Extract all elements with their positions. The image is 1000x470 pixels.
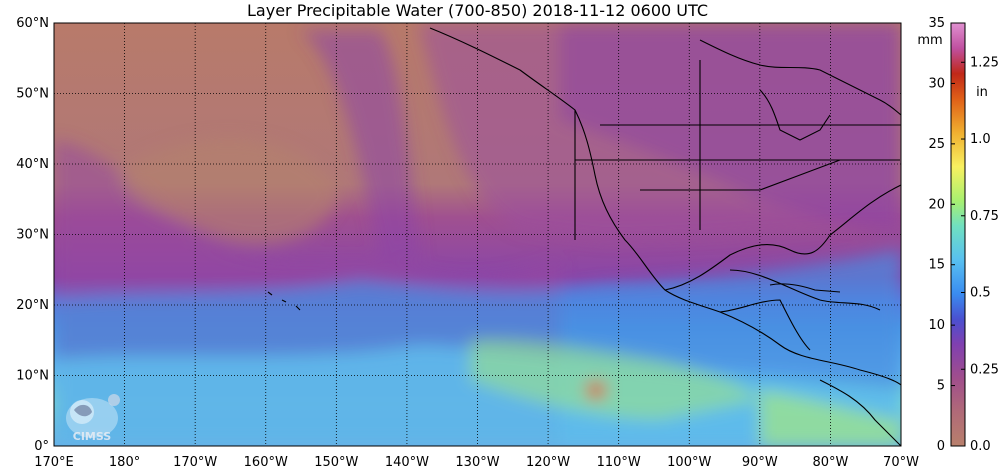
latitude-tick-label: 30°N bbox=[16, 228, 49, 243]
colorbar-inch-tick-label: 0.25 bbox=[970, 362, 999, 377]
longitude-tick-label: 170°W bbox=[173, 455, 217, 470]
longitude-tick-label: 170°E bbox=[34, 455, 74, 470]
latitude-tick-labels: 0° 10°N 20°N 30°N 40°N 50°N 60°N bbox=[16, 16, 49, 454]
colorbar-inch-unit: in bbox=[976, 85, 988, 100]
latitude-tick-label: 0° bbox=[34, 439, 49, 454]
colorbar-mm-tick-label: 35 bbox=[928, 16, 945, 31]
map-title: Layer Precipitable Water (700-850) 2018-… bbox=[247, 1, 708, 20]
colorbar-mm-tick-label: 25 bbox=[928, 137, 945, 152]
latitude-tick-label: 40°N bbox=[16, 157, 49, 172]
colorbar-mm-tick-label: 0 bbox=[937, 439, 945, 454]
longitude-tick-labels: 170°E 180° 170°W 160°W 150°W 140°W 130°W 120°W 1… bbox=[34, 455, 919, 470]
longitude-tick-label: 130°W bbox=[455, 455, 499, 470]
latitude-tick-label: 50°N bbox=[16, 87, 49, 102]
colorbar-mm-ticks: 0 5 10 15 20 25 30 35 bbox=[928, 16, 955, 454]
cimss-satellite-logo-icon: CIMSS bbox=[66, 394, 120, 443]
colorbar-mm-tick-label: 30 bbox=[928, 76, 945, 91]
colorbar-inch-tick-label: 0.5 bbox=[970, 286, 991, 301]
longitude-tick-label: 80°W bbox=[812, 455, 848, 470]
longitude-tick-label: 100°W bbox=[667, 455, 711, 470]
latitude-tick-label: 10°N bbox=[16, 369, 49, 384]
longitude-tick-label: 180° bbox=[109, 455, 140, 470]
latitude-tick-label: 20°N bbox=[16, 298, 49, 313]
colorbar-inch-tick-label: 1.25 bbox=[970, 55, 999, 70]
longitude-tick-label: 110°W bbox=[597, 455, 641, 470]
colorbar-inch-tick-label: 0.75 bbox=[970, 209, 999, 224]
colorbar-mm-tick-label: 20 bbox=[928, 197, 945, 212]
colorbar-gradient bbox=[950, 22, 966, 447]
colorbar-mm-tick-label: 10 bbox=[928, 318, 945, 333]
longitude-tick-label: 90°W bbox=[742, 455, 778, 470]
cimss-logo-text: CIMSS bbox=[73, 430, 112, 443]
longitude-tick-label: 160°W bbox=[244, 455, 288, 470]
colorbar-mm-unit: mm bbox=[917, 33, 942, 48]
colorbar-mm-tick-label: 5 bbox=[937, 379, 945, 394]
longitude-tick-label: 140°W bbox=[385, 455, 429, 470]
latitude-tick-label: 60°N bbox=[16, 16, 49, 31]
longitude-tick-label: 70°W bbox=[883, 455, 919, 470]
colorbar-inch-ticks: 0.0 0.25 0.5 0.75 1.0 1.25 bbox=[961, 55, 999, 454]
colorbar-mm-tick-label: 15 bbox=[928, 258, 945, 273]
longitude-tick-label: 120°W bbox=[526, 455, 570, 470]
graticule bbox=[54, 23, 901, 446]
longitude-tick-label: 150°W bbox=[314, 455, 358, 470]
coastlines bbox=[267, 27, 901, 446]
colorbar-inch-tick-label: 0.0 bbox=[970, 439, 991, 454]
colorbar-inch-tick-label: 1.0 bbox=[970, 132, 991, 147]
map-frame bbox=[53, 22, 902, 447]
